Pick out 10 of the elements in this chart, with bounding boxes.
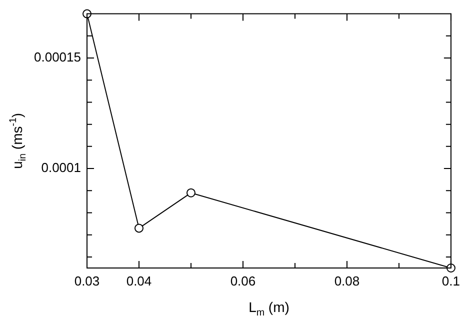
point xyxy=(186,188,196,198)
x-tick-label: 0.08 xyxy=(334,273,360,288)
x-tick-label: 0.03 xyxy=(74,273,100,288)
y-axis-title: uin (ms-1) xyxy=(8,112,29,169)
x-tick-label: 0.04 xyxy=(126,273,152,288)
x-tick-label: 0.1 xyxy=(442,273,460,288)
y-tick-label: 0.00015 xyxy=(34,50,81,65)
x-tick-label: 0.06 xyxy=(230,273,256,288)
point xyxy=(134,224,144,233)
y-tick-label: 0.0001 xyxy=(41,160,81,176)
